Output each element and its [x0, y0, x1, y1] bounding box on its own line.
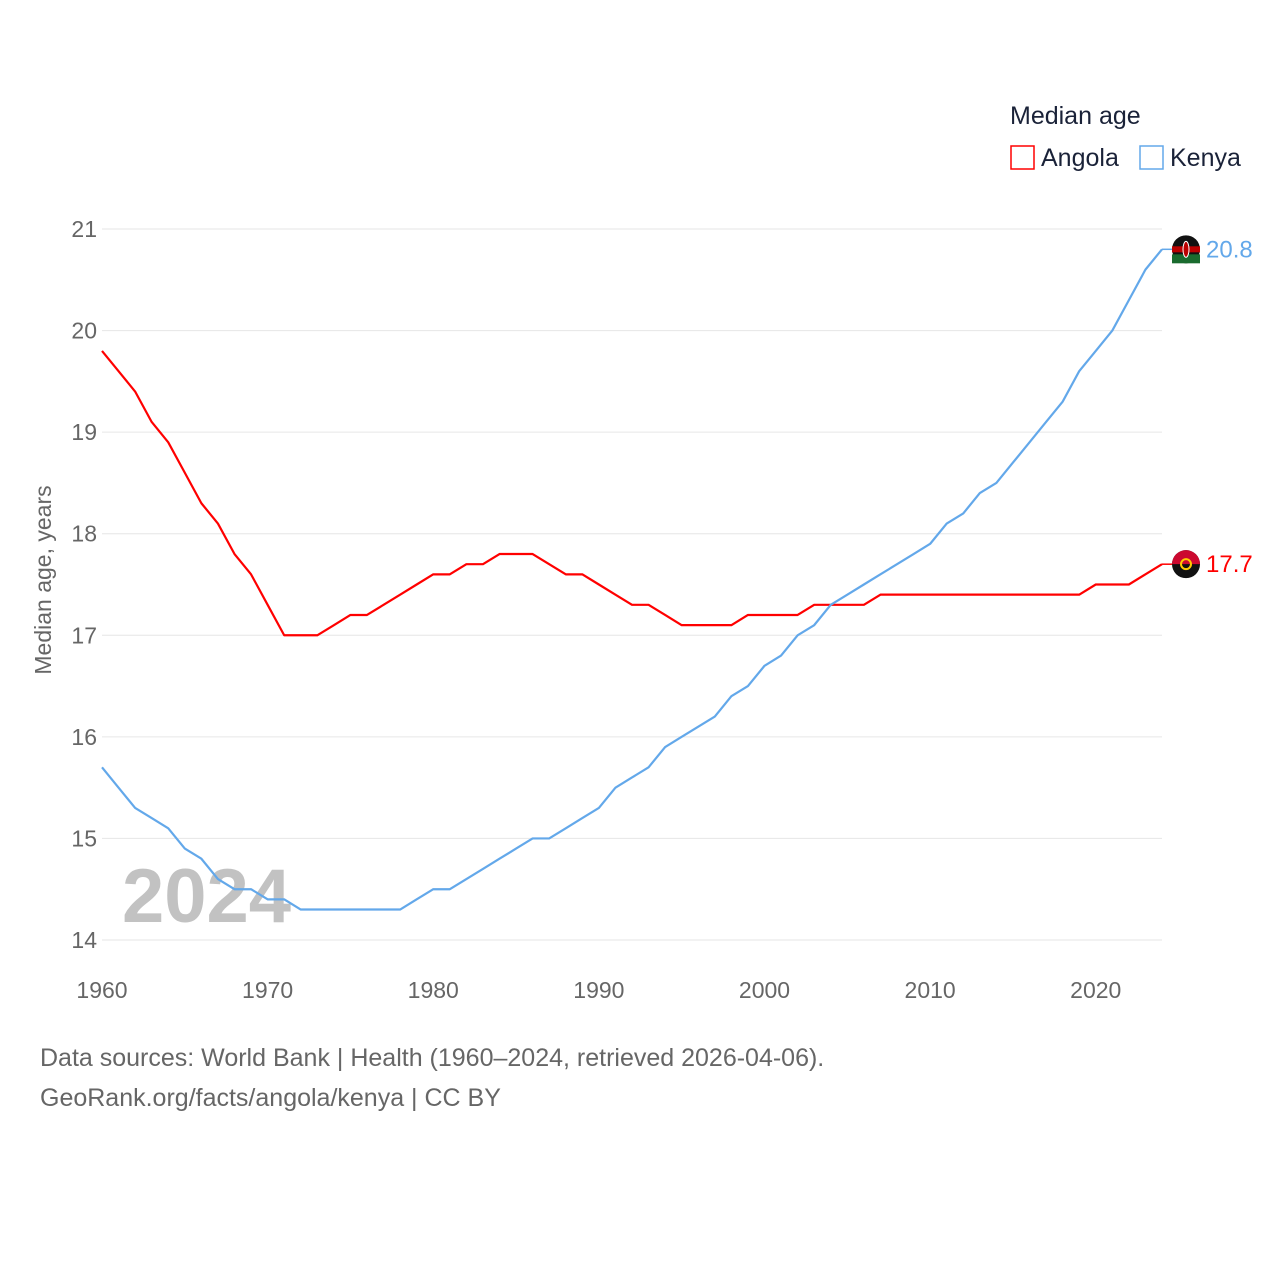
legend: Angola Kenya: [1010, 144, 1241, 172]
gridlines: [102, 228, 1162, 941]
x-tick-label: 1960: [76, 977, 127, 1003]
end-value-label: 17.7: [1206, 551, 1253, 578]
series-line-angola: [101, 350, 1163, 637]
x-tick-labels: 1960 1970 1980 1990 2000 2010 2020: [76, 977, 1121, 1003]
x-tick-label: 1990: [573, 977, 624, 1003]
y-tick-label: 16: [71, 724, 97, 750]
end-labels: 17.7 20.8: [1162, 235, 1253, 579]
footer-sources: Data sources: World Bank | Health (1960–…: [40, 1044, 825, 1072]
y-tick-label: 17: [71, 622, 97, 648]
y-tick-label: 15: [71, 825, 97, 851]
y-tick-label: 14: [71, 927, 97, 953]
legend-label-kenya: Kenya: [1170, 144, 1241, 172]
flag-band: [1172, 254, 1200, 264]
footer-credit[interactable]: GeoRank.org/facts/angola/kenya | CC BY: [40, 1084, 501, 1112]
x-tick-label: 2020: [1070, 977, 1121, 1003]
y-tick-label: 19: [71, 419, 97, 445]
flag-shield: [1182, 240, 1190, 258]
end-value-label: 20.8: [1206, 236, 1253, 263]
series-line-kenya: [101, 248, 1163, 911]
flag-angola-icon: [1172, 550, 1200, 579]
y-tick-label: 20: [71, 318, 97, 344]
flag-band: [1172, 550, 1200, 565]
y-tick-label: 18: [71, 521, 97, 547]
x-tick-label: 1980: [408, 977, 459, 1003]
flag-kenya-icon: [1172, 235, 1200, 264]
x-tick-label: 2000: [739, 977, 790, 1003]
legend-label-angola: Angola: [1041, 144, 1119, 172]
legend-swatch-kenya: [1139, 145, 1164, 170]
x-tick-label: 2010: [905, 977, 956, 1003]
legend-title: Median age: [1010, 102, 1141, 130]
y-tick-label: 21: [71, 216, 97, 242]
x-tick-label: 1970: [242, 977, 293, 1003]
y-axis-title: Median age, years: [30, 485, 56, 674]
legend-swatch-angola: [1010, 145, 1035, 170]
y-tick-labels: 14 15 16 17 18 19 20 21: [71, 216, 97, 953]
series-lines: [101, 248, 1163, 911]
flag-emblem: [1180, 558, 1192, 571]
